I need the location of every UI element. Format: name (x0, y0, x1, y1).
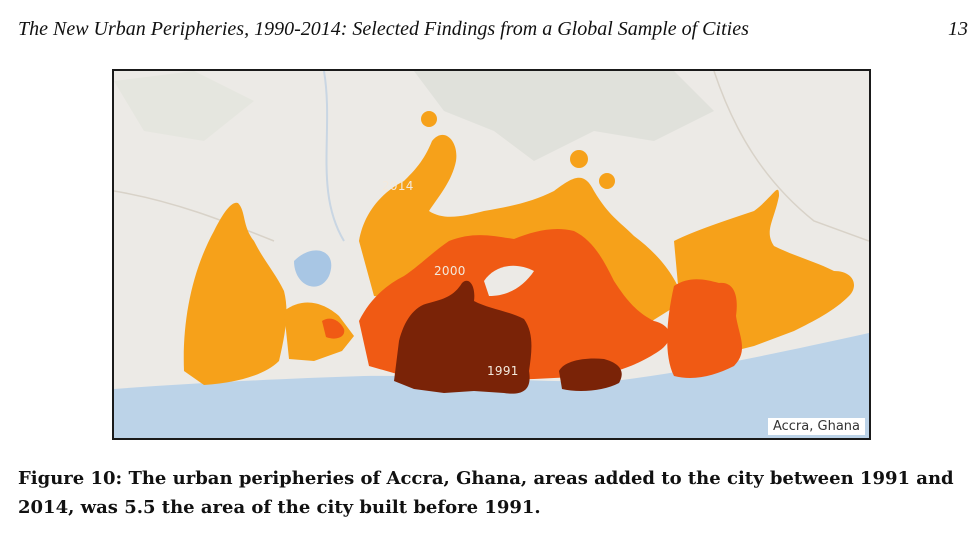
label-2000: 2000 (434, 264, 466, 278)
river-line (323, 71, 345, 242)
inner-lagoon (484, 265, 534, 296)
terrain-shading (414, 71, 714, 161)
lagoon (294, 250, 332, 287)
label-2014: 2014 (382, 179, 414, 193)
road-line-2 (114, 190, 275, 242)
running-header: The New Urban Peripheries, 1990-2014: Se… (18, 18, 968, 46)
figure-caption: Figure 10: The urban peripheries of Accr… (18, 468, 954, 518)
map-location-label: Accra, Ghana (767, 418, 865, 435)
header-title: The New Urban Peripheries, 1990-2014: Se… (18, 18, 749, 40)
page-number: 13 (948, 18, 968, 40)
terrain-shading-2 (114, 71, 254, 141)
area-1991 (394, 280, 622, 394)
figure-map: 2014 2000 1991 Accra, Ghana (112, 69, 871, 440)
road-line (713, 71, 869, 242)
accra-map (114, 71, 869, 438)
label-1991: 1991 (487, 364, 519, 378)
